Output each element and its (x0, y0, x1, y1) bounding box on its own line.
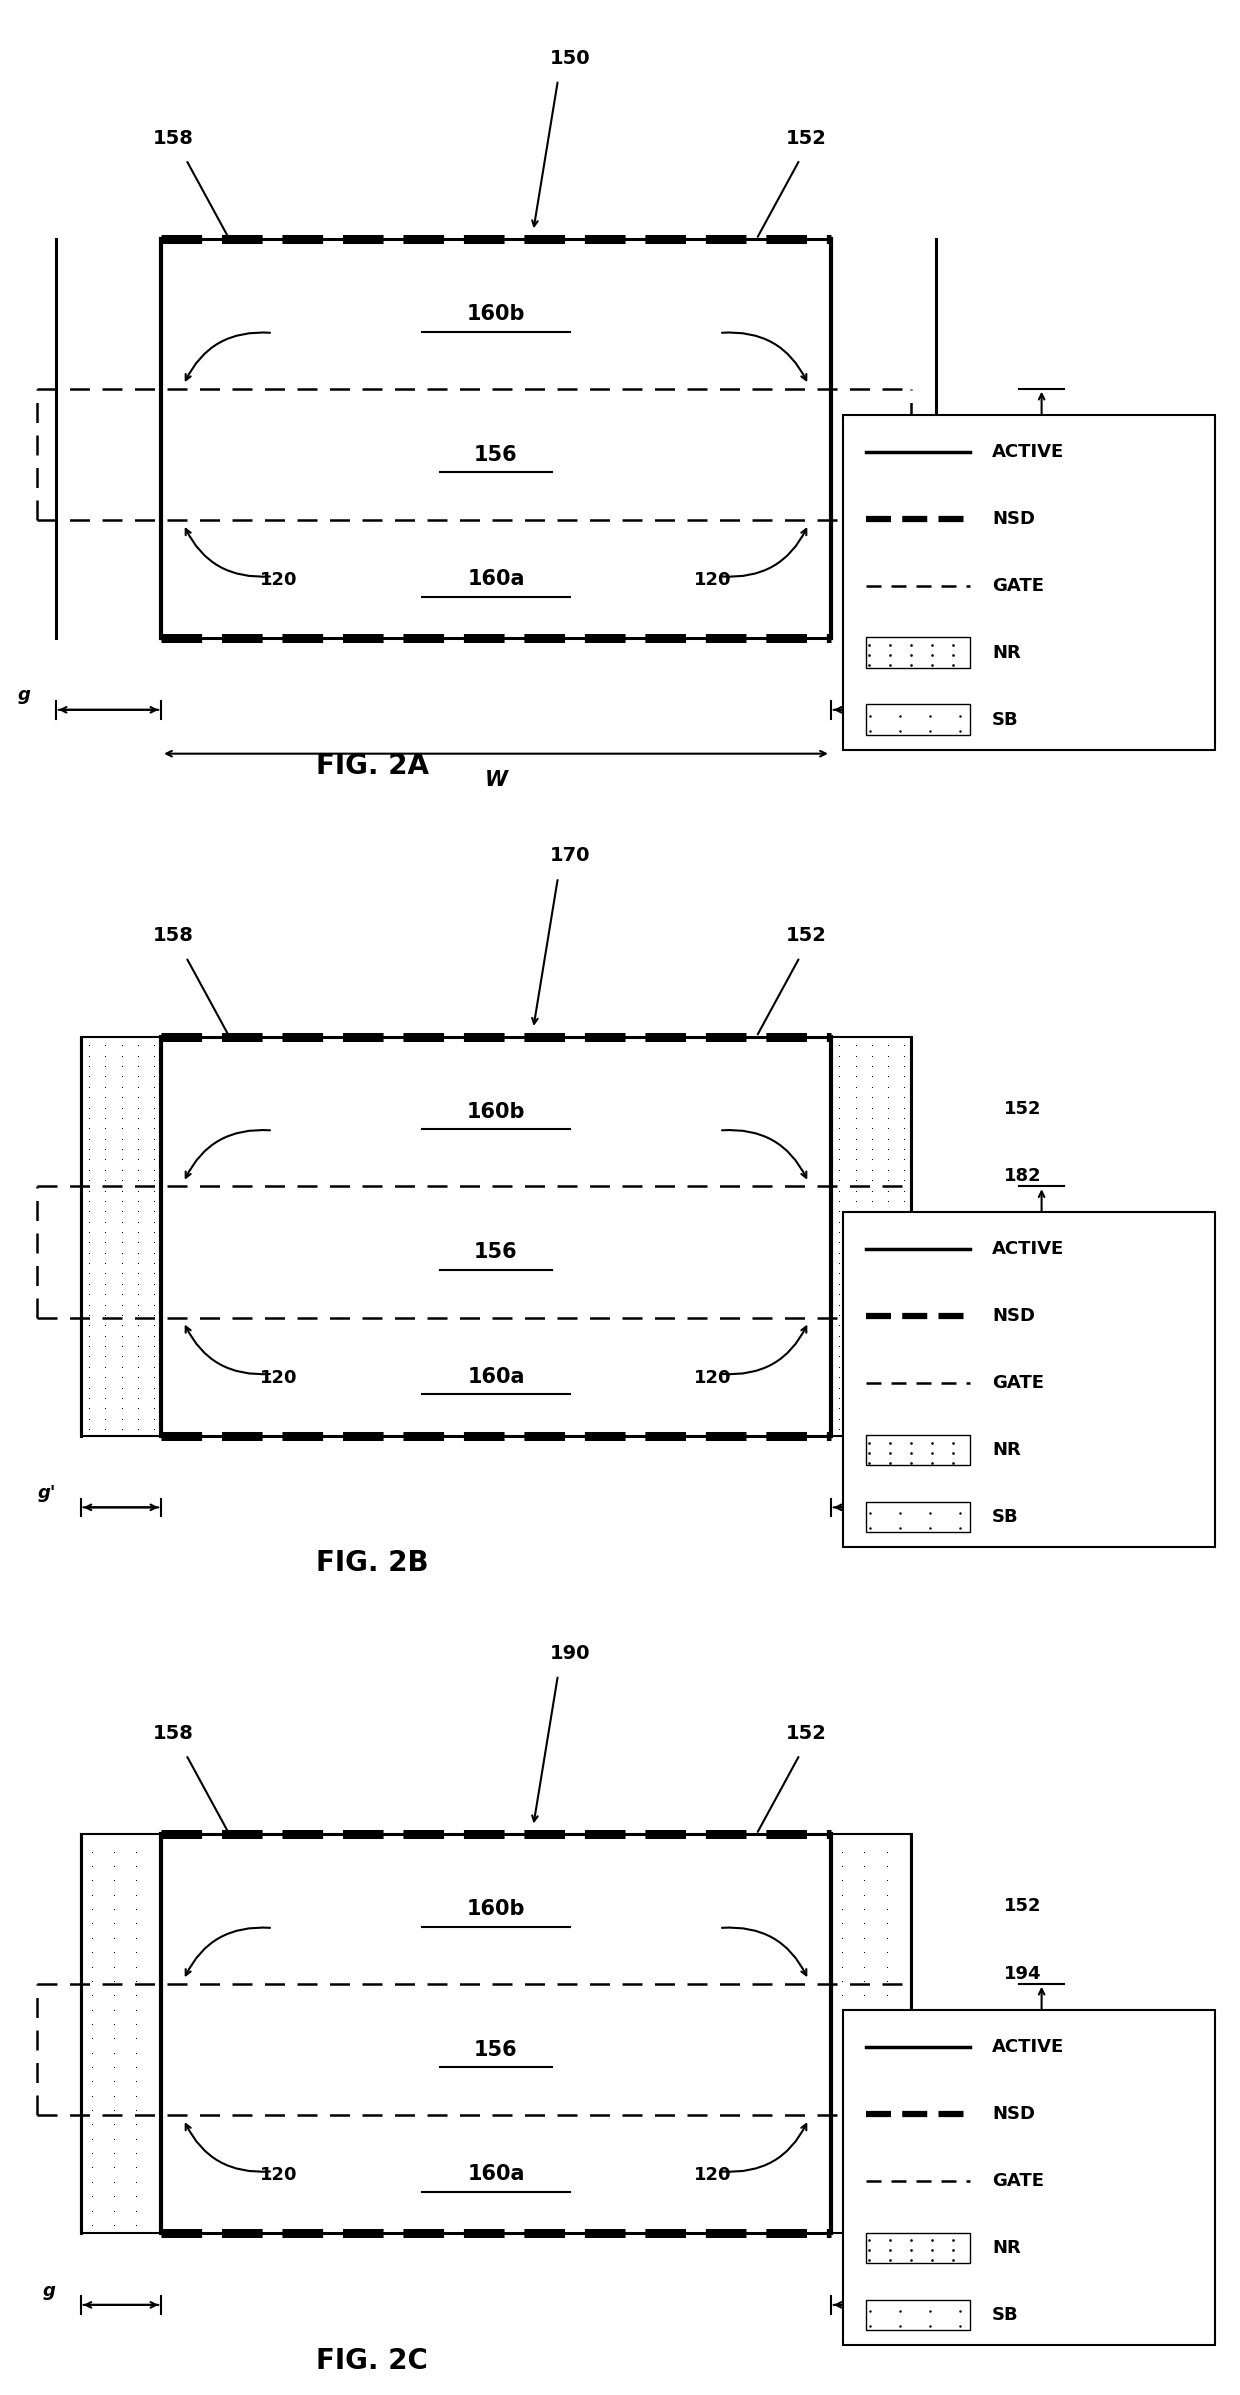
Text: GATE: GATE (992, 2172, 1044, 2189)
Text: 120: 120 (694, 1368, 732, 1387)
Text: 160b: 160b (466, 1102, 526, 1121)
Text: NR: NR (992, 2239, 1021, 2256)
Text: 156: 156 (474, 445, 518, 465)
Bar (843, 2009, 1215, 2345)
Text: NSD: NSD (992, 2105, 1035, 2122)
Bar (866, 2232, 970, 2263)
Bar (866, 1502, 970, 1533)
Text: 156: 156 (474, 2041, 518, 2060)
Text: 160a: 160a (467, 570, 525, 589)
Text: ACTIVE: ACTIVE (992, 2038, 1064, 2055)
Bar (843, 1212, 1215, 1547)
Text: L: L (1073, 445, 1086, 465)
Text: 120: 120 (260, 570, 298, 589)
Text: L: L (1073, 2041, 1086, 2060)
Text: W: W (485, 769, 507, 790)
Bar (866, 704, 970, 735)
Text: FIG. 2A: FIG. 2A (315, 752, 429, 781)
Text: g: g (19, 687, 31, 704)
Text: ACTIVE: ACTIVE (992, 443, 1064, 460)
Text: L: L (1073, 1243, 1086, 1262)
Bar (843, 414, 1215, 750)
Bar (866, 1435, 970, 1466)
Text: NR: NR (992, 1442, 1021, 1459)
Text: g': g' (849, 1485, 868, 1502)
Text: 170: 170 (551, 845, 590, 865)
Text: 194: 194 (1004, 1964, 1042, 1983)
Text: 152: 152 (1004, 1897, 1042, 1916)
Text: g: g (849, 2282, 862, 2299)
Bar (866, 637, 970, 668)
Text: 120: 120 (694, 2165, 732, 2184)
Text: SB: SB (992, 1509, 1018, 1526)
Bar (81, 1037, 161, 1435)
Text: g: g (849, 687, 862, 704)
Text: 182: 182 (1004, 1166, 1042, 1186)
Text: 190: 190 (551, 1643, 590, 1662)
Text: 160b: 160b (466, 1899, 526, 1918)
Text: FIG. 2B: FIG. 2B (316, 1550, 428, 1578)
Text: g: g (43, 2282, 56, 2299)
Text: 156: 156 (474, 1243, 518, 1262)
Text: NSD: NSD (992, 510, 1035, 527)
Text: 152: 152 (786, 129, 826, 148)
Text: NR: NR (992, 644, 1021, 661)
Text: ACTIVE: ACTIVE (992, 1241, 1064, 1257)
Bar (831, 1835, 911, 2232)
Text: 160b: 160b (466, 304, 526, 323)
Text: GATE: GATE (992, 577, 1044, 594)
Text: 120: 120 (260, 1368, 298, 1387)
Text: SB: SB (992, 711, 1018, 728)
Bar (831, 1037, 911, 1435)
Text: 150: 150 (551, 48, 590, 67)
Text: 120: 120 (260, 2165, 298, 2184)
Text: g': g' (37, 1485, 56, 1502)
Text: 158: 158 (154, 1724, 193, 1744)
Text: 120: 120 (694, 570, 732, 589)
Bar (866, 2299, 970, 2330)
Text: 152: 152 (1004, 1099, 1042, 1118)
Text: 160a: 160a (467, 1368, 525, 1387)
Text: 160a: 160a (467, 2165, 525, 2184)
Text: SB: SB (992, 2306, 1018, 2323)
Text: 152: 152 (786, 927, 826, 946)
Text: NSD: NSD (992, 1308, 1035, 1324)
Text: 158: 158 (154, 927, 193, 946)
Text: 158: 158 (154, 129, 193, 148)
Text: 152: 152 (786, 1724, 826, 1744)
Bar (81, 1835, 161, 2232)
Text: GATE: GATE (992, 1375, 1044, 1391)
Text: FIG. 2C: FIG. 2C (316, 2347, 428, 2376)
